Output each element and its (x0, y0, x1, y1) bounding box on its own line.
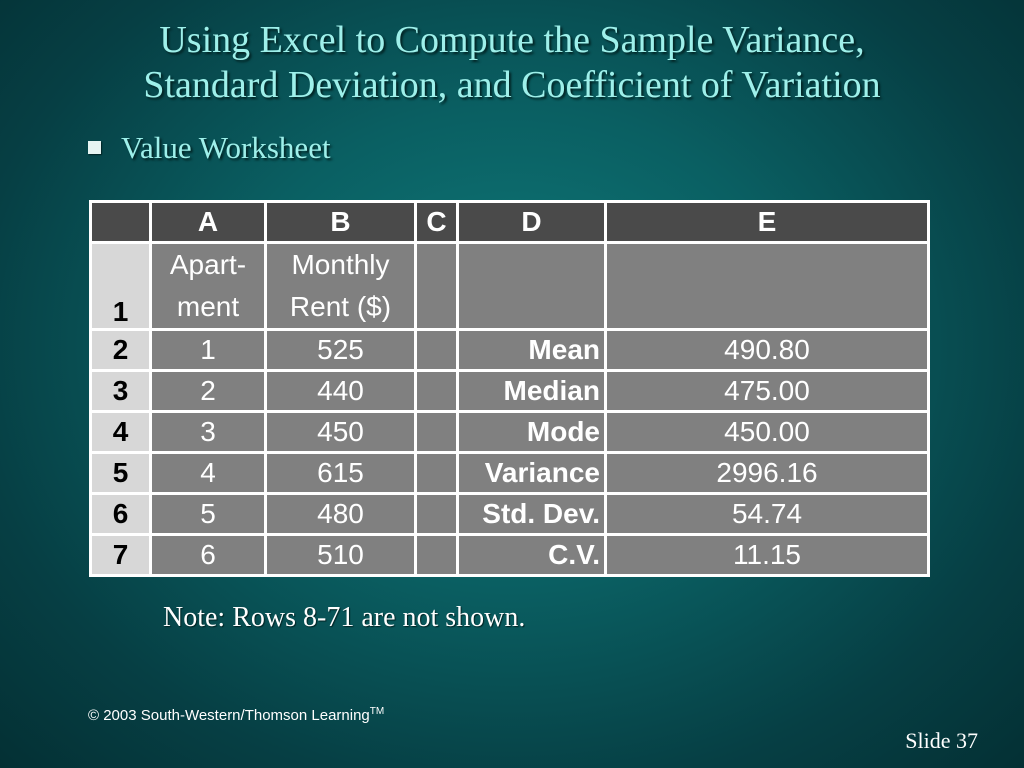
row-header[interactable]: 4 (89, 410, 152, 454)
table-row: 7 6 510 C.V. 11.15 (89, 533, 930, 577)
cell-e[interactable]: 450.00 (604, 410, 930, 454)
cell-a[interactable]: 1 (149, 328, 267, 372)
cell-a1-line1: Apart- (169, 249, 247, 280)
cell-b1-line1: Monthly (291, 249, 390, 280)
copyright-footer: © 2003 South-Western/Thomson LearningTM (88, 706, 384, 724)
cell-b1-line2: Rent ($) (289, 291, 392, 322)
cell-d[interactable]: Variance (456, 451, 607, 495)
square-bullet-icon (88, 141, 101, 155)
slide-title: Using Excel to Compute the Sample Varian… (0, 18, 1024, 108)
title-line-2: Standard Deviation, and Coefficient of V… (143, 64, 881, 106)
cell-e[interactable]: 490.80 (604, 328, 930, 372)
cell-b[interactable]: 525 (264, 328, 417, 372)
row-header[interactable]: 5 (89, 451, 152, 495)
cell-c[interactable] (414, 369, 459, 413)
cell-c[interactable] (414, 410, 459, 454)
cell-a[interactable]: 3 (149, 410, 267, 454)
column-header-b[interactable]: B (264, 200, 417, 244)
cell-c[interactable] (414, 451, 459, 495)
row-header[interactable]: 1 (89, 241, 152, 331)
column-header-row: A B C D E (89, 200, 930, 244)
cell-c[interactable] (414, 492, 459, 536)
cell-d[interactable]: Std. Dev. (456, 492, 607, 536)
cell-e1[interactable] (604, 241, 930, 331)
row-header[interactable]: 3 (89, 369, 152, 413)
row-header[interactable]: 6 (89, 492, 152, 536)
table-row: 4 3 450 Mode 450.00 (89, 410, 930, 454)
cell-d[interactable]: Mode (456, 410, 607, 454)
cell-c1[interactable] (414, 241, 459, 331)
column-header-d[interactable]: D (456, 200, 607, 244)
cell-c[interactable] (414, 328, 459, 372)
cell-b[interactable]: 510 (264, 533, 417, 577)
cell-d[interactable]: Median (456, 369, 607, 413)
corner-cell (89, 200, 152, 244)
cell-b[interactable]: 480 (264, 492, 417, 536)
cell-a1[interactable]: Apart- ment (149, 241, 267, 331)
table-row: 1 Apart- ment Monthly Rent ($) (89, 241, 930, 331)
cell-a[interactable]: 6 (149, 533, 267, 577)
column-header-e[interactable]: E (604, 200, 930, 244)
column-header-c[interactable]: C (414, 200, 459, 244)
table-row: 2 1 525 Mean 490.80 (89, 328, 930, 372)
bullet-text: Value Worksheet (121, 130, 331, 165)
cell-d[interactable]: C.V. (456, 533, 607, 577)
slide-number: Slide 37 (905, 728, 978, 753)
cell-e[interactable]: 475.00 (604, 369, 930, 413)
cell-a[interactable]: 4 (149, 451, 267, 495)
cell-a[interactable]: 2 (149, 369, 267, 413)
worksheet-table: A B C D E 1 Apart- ment Monthly Rent ($)… (89, 200, 930, 577)
row-header[interactable]: 7 (89, 533, 152, 577)
table-row: 3 2 440 Median 475.00 (89, 369, 930, 413)
column-header-a[interactable]: A (149, 200, 267, 244)
table-row: 6 5 480 Std. Dev. 54.74 (89, 492, 930, 536)
bullet-item: Value Worksheet (88, 130, 331, 166)
cell-b[interactable]: 450 (264, 410, 417, 454)
cell-b[interactable]: 440 (264, 369, 417, 413)
cell-d[interactable]: Mean (456, 328, 607, 372)
cell-a1-line2: ment (176, 291, 240, 322)
cell-a[interactable]: 5 (149, 492, 267, 536)
title-line-1: Using Excel to Compute the Sample Varian… (159, 19, 865, 61)
cell-d1[interactable] (456, 241, 607, 331)
cell-e[interactable]: 54.74 (604, 492, 930, 536)
copyright-text: © 2003 South-Western/Thomson Learning (88, 707, 370, 724)
cell-b1[interactable]: Monthly Rent ($) (264, 241, 417, 331)
cell-c[interactable] (414, 533, 459, 577)
table-row: 5 4 615 Variance 2996.16 (89, 451, 930, 495)
trademark-mark: TM (369, 706, 385, 717)
cell-e[interactable]: 2996.16 (604, 451, 930, 495)
row-header[interactable]: 2 (89, 328, 152, 372)
cell-b[interactable]: 615 (264, 451, 417, 495)
cell-e[interactable]: 11.15 (604, 533, 930, 577)
table-note: Note: Rows 8-71 are not shown. (163, 602, 526, 633)
